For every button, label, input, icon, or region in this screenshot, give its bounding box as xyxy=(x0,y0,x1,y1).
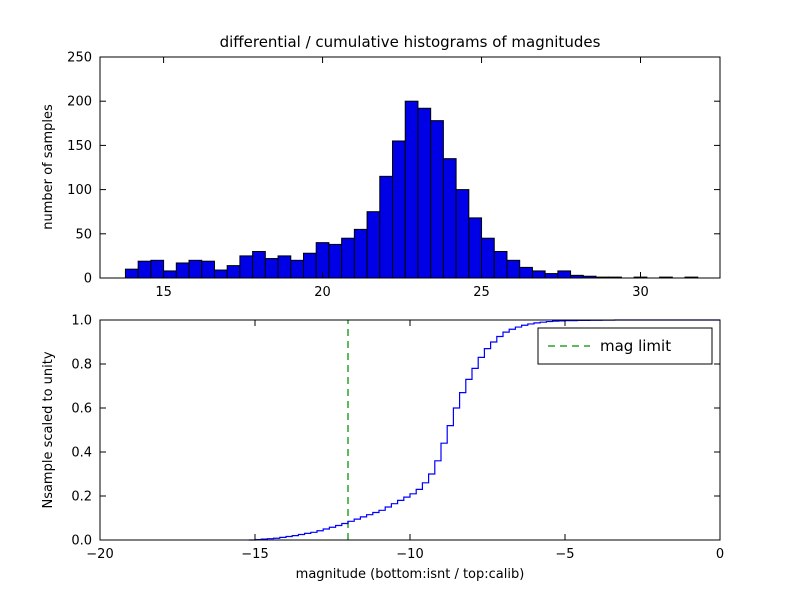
x-axis-label: magnitude (bottom:isnt / top:calib) xyxy=(296,567,525,582)
histogram-bar xyxy=(213,269,228,279)
histogram-bar xyxy=(137,260,152,279)
chart-title: differential / cumulative histograms of … xyxy=(220,33,601,51)
x-tick-label: −10 xyxy=(396,547,423,562)
x-tick-label: −20 xyxy=(86,547,113,562)
cumulative-step-line xyxy=(248,319,720,541)
x-tick-label: −15 xyxy=(241,547,268,562)
histogram-bar xyxy=(150,259,165,279)
y-tick-label: 0 xyxy=(84,272,92,287)
x-tick-label: 30 xyxy=(632,285,649,300)
histogram-bar xyxy=(468,217,483,279)
y-tick-label: 0.4 xyxy=(71,446,92,461)
y-tick-label: 1.0 xyxy=(71,314,92,329)
histogram-bar xyxy=(481,237,495,279)
histogram-bar xyxy=(302,252,317,279)
histogram-bar xyxy=(239,255,254,279)
y-tick-label: 50 xyxy=(75,227,92,242)
y-tick-label: 0.0 xyxy=(71,534,92,549)
histogram-bar xyxy=(264,258,279,279)
histogram-bar xyxy=(353,228,368,279)
histogram-bar xyxy=(404,100,419,279)
histogram-bar xyxy=(252,250,266,279)
y-tick-label: 0.6 xyxy=(71,402,92,417)
histogram-bar xyxy=(341,237,355,279)
x-tick-label: 15 xyxy=(155,285,172,300)
histogram-bar xyxy=(201,260,215,279)
legend-label: mag limit xyxy=(600,337,671,355)
x-tick-label: 25 xyxy=(473,285,490,300)
y-tick-label: 0.8 xyxy=(71,358,92,373)
legend: mag limit xyxy=(537,327,713,365)
histogram-bar xyxy=(417,107,432,279)
y-tick-label: 100 xyxy=(67,183,92,198)
histogram-bar xyxy=(124,268,139,279)
histogram-bar xyxy=(531,270,546,279)
y-tick-label: 200 xyxy=(67,95,92,110)
histogram-bar xyxy=(430,120,444,279)
top-y-axis-label: number of samples xyxy=(41,104,56,230)
histogram-bar xyxy=(379,175,394,279)
histogram-bar xyxy=(544,273,559,279)
axes-frame xyxy=(99,56,721,279)
x-tick-label: 0 xyxy=(716,547,724,562)
histogram-bar xyxy=(188,259,203,279)
y-tick-label: 150 xyxy=(67,139,92,154)
histogram-bar xyxy=(290,259,304,279)
histogram-bar xyxy=(506,259,521,279)
histogram-bar xyxy=(277,255,292,279)
histogram-bar xyxy=(366,211,381,279)
histogram-bar xyxy=(493,250,508,279)
histogram-bar xyxy=(175,262,190,279)
histogram-bar xyxy=(455,189,470,279)
histogram-bar xyxy=(442,158,457,279)
bottom-y-axis-label: Nsample scaled to unity xyxy=(41,351,56,508)
x-tick-label: −5 xyxy=(555,547,574,562)
histogram-bar xyxy=(163,270,177,279)
histogram-bar xyxy=(392,140,406,279)
cumulative-plot: −20 −15 −10 −5 0 0.0 0.2 0.4 0.6 0.8 1.0 xyxy=(71,314,724,563)
histogram-bar xyxy=(557,270,572,279)
x-tick-label: 20 xyxy=(314,285,331,300)
histogram-plot: 15 20 25 30 0 50 100 150 200 250 xyxy=(67,51,721,300)
histogram-bar xyxy=(328,243,343,279)
histogram-bar xyxy=(226,265,241,279)
histogram-bar xyxy=(519,266,533,279)
y-tick-label: 0.2 xyxy=(71,490,92,505)
y-tick-label: 250 xyxy=(67,51,92,66)
